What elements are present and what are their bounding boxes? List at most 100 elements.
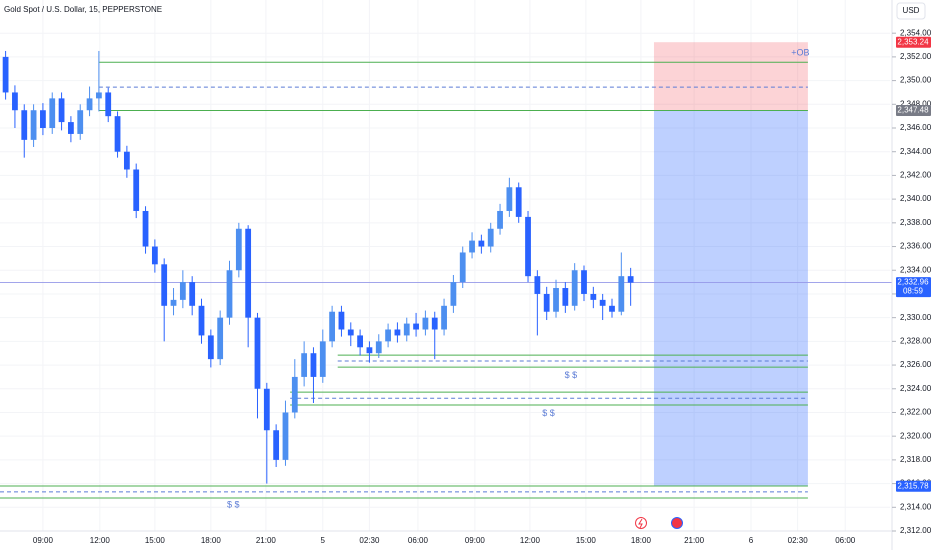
candle-body (338, 311, 345, 330)
candle-body (506, 187, 513, 211)
candle-body (385, 329, 391, 342)
candle-body (58, 98, 65, 123)
candle-body (301, 353, 308, 377)
price-countdown: 08:59 (903, 287, 924, 296)
y-tick-label: 2,338.00 (900, 218, 932, 227)
candle-body (543, 293, 550, 312)
x-tick-label: 21:00 (684, 536, 705, 545)
event-icons (635, 517, 683, 529)
candle-body (114, 116, 121, 152)
candle-body (30, 110, 37, 140)
x-tick-label: 02:30 (788, 536, 809, 545)
candle-body (105, 92, 112, 117)
annotation: $ $ (565, 370, 578, 380)
x-tick-label: 21:00 (256, 536, 277, 545)
candle-body (226, 270, 233, 318)
candle-body (273, 430, 280, 460)
annotation: $ $ (227, 499, 240, 509)
candle-body (179, 282, 186, 300)
y-tick-label: 2,336.00 (900, 242, 932, 251)
x-tick-label: 18:00 (201, 536, 222, 545)
candle-body (142, 210, 149, 247)
candle-body (525, 216, 531, 277)
y-tick-label: 2,320.00 (900, 431, 932, 440)
candle-body (49, 98, 56, 129)
chart-title: Gold Spot / U.S. Dollar, 15, PEPPERSTONE (4, 5, 162, 14)
candle-body (329, 311, 336, 342)
candle-body (254, 317, 261, 389)
stop-zone (653, 110, 808, 487)
x-tick-label: 06:00 (408, 536, 429, 545)
candle-body (12, 92, 18, 111)
plot-area: +OB $ $ $ $ $ $ (0, 0, 892, 532)
annotation: +OB (791, 48, 809, 58)
candle-body (497, 210, 503, 229)
candle-body (571, 270, 578, 306)
y-tick-label: 2,346.00 (900, 123, 932, 132)
currency-button[interactable] (896, 2, 926, 20)
candle-body (133, 169, 140, 211)
candle-body (310, 353, 317, 377)
candle-body (207, 335, 214, 360)
candle-body (441, 305, 447, 330)
y-tick-label: 2,348.00 (900, 99, 932, 108)
candle-body (189, 282, 196, 306)
y-tick-label: 2,330.00 (900, 313, 932, 322)
y-tick-label: 2,342.00 (900, 171, 932, 180)
candle-body (263, 388, 270, 431)
candle-body (459, 252, 466, 283)
y-tick-label: 2,328.00 (900, 336, 932, 345)
candle-body (217, 317, 224, 360)
candle-body (534, 276, 541, 294)
candle-body (403, 323, 410, 336)
candle-body (581, 270, 587, 294)
candle-body (77, 110, 84, 134)
y-tick-label: 2,354.00 (900, 28, 932, 37)
candle-body (2, 56, 9, 93)
candle-body (86, 98, 93, 111)
candle-body (413, 323, 419, 330)
candle-body (627, 276, 634, 283)
candle-body (590, 293, 597, 300)
y-tick-label: 2,318.00 (900, 455, 932, 464)
candle-body (245, 228, 252, 318)
candle-body (450, 282, 457, 306)
candle-body (21, 110, 28, 140)
x-tick-label: 09:00 (465, 536, 486, 545)
candle-body (282, 412, 289, 460)
candle-body (515, 187, 522, 217)
y-tick-label: 2,314.00 (900, 502, 932, 511)
event-icon[interactable] (671, 517, 683, 529)
x-tick-label: 5 (321, 536, 326, 545)
candle-body (161, 264, 168, 306)
y-tick-label: 2,312.00 (900, 526, 932, 535)
price-tag (896, 277, 931, 298)
candle-body (609, 305, 615, 312)
currency-label[interactable]: USD (903, 6, 920, 15)
candle-body (553, 288, 559, 312)
candle-body (375, 341, 382, 354)
price-tag (896, 480, 931, 492)
y-tick-label: 2,344.00 (900, 147, 932, 156)
candle-body (431, 317, 438, 330)
event-icon[interactable] (635, 517, 647, 529)
candle-body (618, 276, 625, 312)
candle-body (68, 122, 74, 134)
target-zone (653, 42, 808, 111)
candle-body (170, 299, 177, 306)
x-tick-label: 15:00 (576, 536, 597, 545)
y-tick-label: 2,340.00 (900, 194, 932, 203)
x-tick-label: 12:00 (520, 536, 541, 545)
candle-body (151, 246, 158, 265)
candle-body (422, 317, 429, 330)
price-tag (896, 36, 931, 48)
event-icon-glyph (638, 518, 643, 529)
y-tick-label: 2,334.00 (900, 265, 932, 274)
x-tick-label: 09:00 (33, 536, 54, 545)
price-tag-label: 2,332.96 (897, 278, 929, 287)
annotation: $ $ (542, 408, 555, 418)
candle-body (394, 329, 401, 336)
candle-body (235, 228, 242, 271)
